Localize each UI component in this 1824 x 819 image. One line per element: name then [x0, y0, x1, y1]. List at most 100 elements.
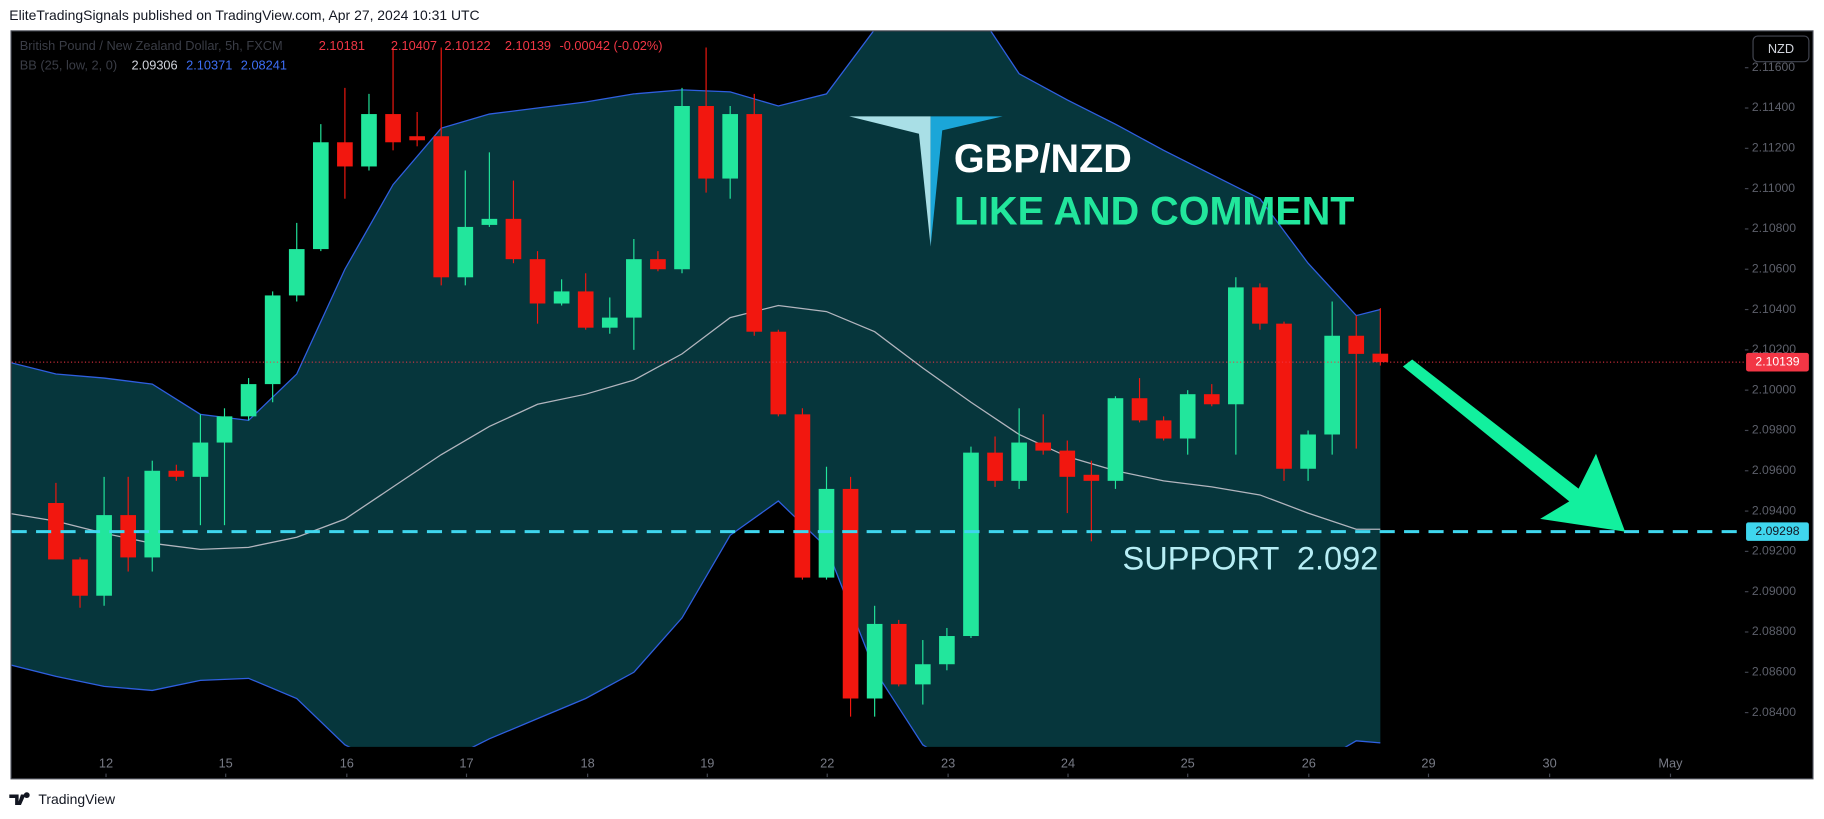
legend-indicator-value: 2.08241 [241, 58, 287, 73]
candle-body [385, 114, 401, 143]
y-tick-label: 2.09200 [1752, 544, 1796, 558]
candle-body [96, 515, 112, 596]
y-tick-label: 2.08400 [1752, 705, 1796, 719]
candle-body [1131, 398, 1148, 421]
y-tick-label: 2.11600 [1752, 60, 1795, 74]
candle-body [1155, 420, 1172, 439]
legend-open: 2.10181 [319, 38, 365, 53]
x-tick-label: 25 [1181, 756, 1195, 771]
last-price-label: 2.10139 [1755, 354, 1799, 368]
candle-body [1083, 474, 1100, 481]
logo-right [930, 116, 1003, 247]
candle-body [120, 515, 137, 558]
candle-body [505, 218, 522, 260]
candle-body [650, 259, 666, 270]
overlay: GBP/NZD LIKE AND COMMENT SUPPORT 2.092 [849, 116, 1626, 576]
candle-body [939, 636, 955, 665]
band-middle [11, 304, 1381, 551]
x-tick-label: 23 [941, 756, 955, 771]
logo [849, 116, 1003, 247]
annotation-title: GBP/NZD [954, 137, 1132, 181]
x-tick-label: 26 [1302, 756, 1316, 771]
candle-body [577, 291, 594, 328]
candle-body [1252, 287, 1268, 324]
candle-body [1011, 442, 1027, 481]
last-price-box [1746, 352, 1809, 372]
candle-body [553, 291, 570, 304]
legend-symbol: British Pound / New Zealand Dollar, 5h, … [20, 38, 283, 53]
candle-body [963, 452, 979, 637]
candle-body [1324, 335, 1340, 435]
x-tick-label: 16 [340, 756, 354, 771]
x-tick-label: 30 [1543, 756, 1557, 771]
candle-body [794, 414, 811, 578]
legend-low: 2.10122 [444, 38, 490, 53]
candle-body [409, 136, 425, 141]
x-tick-label: 24 [1061, 756, 1075, 771]
down-arrow [1402, 359, 1626, 532]
candle-body [1372, 353, 1389, 363]
candles [11, 47, 1745, 717]
candle-body [674, 106, 690, 270]
candle-body [890, 623, 907, 685]
y-tick-label: 2.10000 [1752, 382, 1796, 396]
footer-text: TradingView [38, 791, 116, 807]
candle-body [1107, 398, 1124, 481]
candle-body [264, 295, 281, 385]
currency-label[interactable]: NZD [1768, 41, 1794, 56]
annotation-subtitle: LIKE AND COMMENT [954, 190, 1355, 234]
logo-left [849, 116, 931, 247]
x-tick-label: 12 [99, 756, 113, 771]
support-annotation: SUPPORT 2.092 [1123, 540, 1379, 576]
band-fill [11, 31, 1381, 747]
header: EliteTradingSignals published on Trading… [9, 7, 479, 23]
candle-body [1203, 394, 1220, 405]
footer-logo [9, 792, 30, 806]
candle-body [48, 503, 64, 560]
legend-high: 2.10407 [391, 38, 437, 53]
candle-body [1059, 450, 1076, 477]
candle-body [288, 249, 305, 296]
y-tick-label: 2.10400 [1752, 302, 1796, 316]
candle-body [842, 488, 859, 699]
currency-button-box[interactable] [1752, 35, 1810, 63]
y-tick-label: 2.11400 [1752, 100, 1795, 114]
candle-body [1300, 434, 1316, 469]
x-tick-label: May [1658, 756, 1683, 771]
y-tick-label: 2.08800 [1752, 624, 1796, 638]
y-tick-label: 2.11200 [1752, 141, 1795, 155]
candle-body [601, 317, 618, 328]
y-tick-label: 2.10600 [1752, 261, 1796, 275]
legend: British Pound / New Zealand Dollar, 5h, … [20, 38, 663, 73]
support-price-label: 2.09298 [1755, 524, 1799, 538]
y-tick-label: 2.09600 [1752, 463, 1796, 477]
band-lower [11, 500, 1381, 747]
currency-button[interactable]: NZD [1752, 35, 1810, 63]
x-tick-label: 17 [459, 756, 473, 771]
candle-body [1179, 394, 1196, 439]
candle-body [1035, 442, 1052, 451]
candle-body [770, 331, 787, 415]
y-tick-label: 2.09800 [1752, 423, 1796, 437]
y-tick-label: 2.08600 [1752, 665, 1796, 679]
legend-indicator-value: 2.10371 [186, 58, 232, 73]
y-tick-label: 2.09000 [1752, 584, 1796, 598]
candle-body [192, 442, 209, 477]
candle-body [626, 259, 642, 318]
candle-body [818, 488, 835, 578]
x-tick-label: 15 [219, 756, 233, 771]
support-price-box [1746, 522, 1809, 541]
legend-indicator: BB (25, low, 2, 0) [20, 58, 117, 73]
x-tick-label: 22 [820, 756, 834, 771]
candle-body [72, 559, 88, 596]
y-tick-label: 2.09400 [1752, 503, 1796, 517]
candle-body [337, 142, 353, 167]
candle-body [1276, 323, 1292, 469]
y-tick-label: 2.10800 [1752, 221, 1796, 235]
candle-body [312, 142, 329, 250]
candle-body [722, 114, 739, 179]
candle-body [361, 114, 377, 167]
candle-body [914, 664, 931, 685]
candle-body [987, 452, 1003, 481]
